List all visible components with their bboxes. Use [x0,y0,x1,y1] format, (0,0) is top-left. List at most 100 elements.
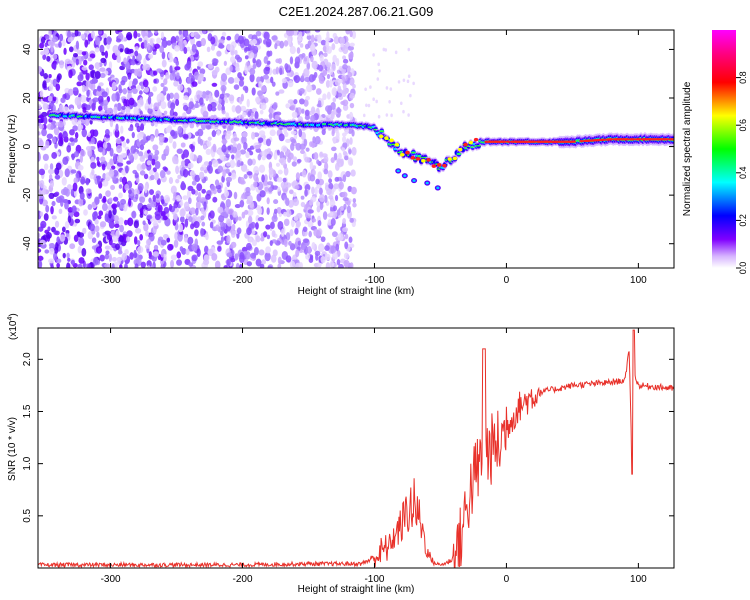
noise-speckle [60,97,66,104]
noise-speckle [197,61,204,67]
noise-speckle [251,107,257,113]
noise-speckle [132,80,137,88]
noise-speckle [154,171,159,181]
noise-speckle [218,214,225,223]
noise-speckle [127,189,132,195]
noise-speckle [246,199,251,205]
noise-speckle [412,81,415,86]
tone-track-peak [399,152,405,157]
noise-speckle [336,107,342,114]
noise-speckle [90,30,95,39]
noise-speckle [199,138,204,146]
noise-speckle [151,158,156,166]
noise-speckle [78,257,85,264]
noise-speckle [39,42,45,49]
noise-speckle [150,135,155,142]
noise-speckle [261,85,267,93]
x-tick-label: -300 [101,574,121,585]
noise-speckle [83,85,89,92]
noise-speckle [216,129,221,136]
noise-speckle [100,57,107,64]
noise-speckle [300,195,305,200]
tone-track-peak [415,157,421,161]
noise-speckle [252,57,256,64]
noise-speckle [209,221,214,229]
noise-speckle [258,164,266,173]
noise-speckle [168,135,173,144]
noise-speckle [338,263,344,268]
noise-speckle [48,74,52,79]
noise-speckle [116,200,121,208]
noise-speckle [140,261,146,268]
noise-speckle [251,87,256,96]
noise-speckle [264,252,271,262]
noise-speckle [289,45,296,55]
noise-speckle [51,36,59,43]
noise-speckle [62,156,69,165]
noise-speckle [261,174,265,183]
noise-speckle [188,197,192,205]
noise-speckle [143,57,147,66]
noise-speckle [51,151,58,159]
noise-speckle [271,81,276,87]
noise-speckle [295,172,301,180]
tone-track-mark [425,181,429,185]
noise-speckle [108,253,112,263]
noise-speckle [245,186,251,194]
noise-speckle [267,265,273,268]
noise-speckle [78,237,85,246]
noise-speckle [121,252,128,261]
noise-speckle [39,179,45,189]
noise-speckle [44,249,50,254]
noise-speckle [170,130,176,137]
tone-track-peak [571,140,576,143]
noise-speckle [156,94,161,103]
noise-speckle [247,158,253,166]
noise-speckle [272,185,279,190]
noise-speckle [226,258,231,267]
noise-speckle [174,98,180,107]
noise-speckle [277,220,284,230]
noise-speckle [56,258,62,264]
noise-speckle [278,89,285,94]
noise-speckle [163,233,169,239]
noise-speckle [265,38,272,48]
x-tick-label: 0 [504,275,510,286]
noise-speckle [88,64,94,71]
noise-speckle [298,87,305,94]
noise-speckle [66,262,71,268]
noise-speckle [180,180,185,190]
noise-speckle [219,221,225,227]
noise-speckle [349,30,353,38]
noise-speckle [147,95,152,105]
noise-speckle [38,255,44,261]
noise-speckle [102,195,107,203]
noise-speckle [166,93,171,102]
noise-speckle [302,238,310,244]
noise-speckle [239,200,245,208]
noise-speckle [163,110,168,115]
noise-speckle [163,78,168,86]
noise-speckle [202,259,210,266]
noise-speckle [177,125,183,134]
noise-speckle [104,50,109,59]
tone-track-mark [416,155,422,157]
noise-speckle [281,77,287,84]
noise-speckle [300,201,306,208]
noise-speckle [240,93,245,102]
noise-speckle [292,191,297,198]
noise-speckle [140,83,145,90]
noise-speckle [212,159,219,168]
noise-speckle [298,31,303,37]
noise-speckle [333,152,338,161]
noise-speckle [137,246,144,254]
noise-speckle [300,75,305,82]
noise-speckle [111,81,117,91]
noise-speckle [166,170,171,175]
x-tick-label: 0 [504,574,510,585]
noise-speckle [81,51,87,56]
tone-track-peak [410,156,415,160]
colorbar-tick-label: 0.6 [738,119,748,132]
noise-speckle [229,65,233,72]
noise-speckle [277,57,283,65]
